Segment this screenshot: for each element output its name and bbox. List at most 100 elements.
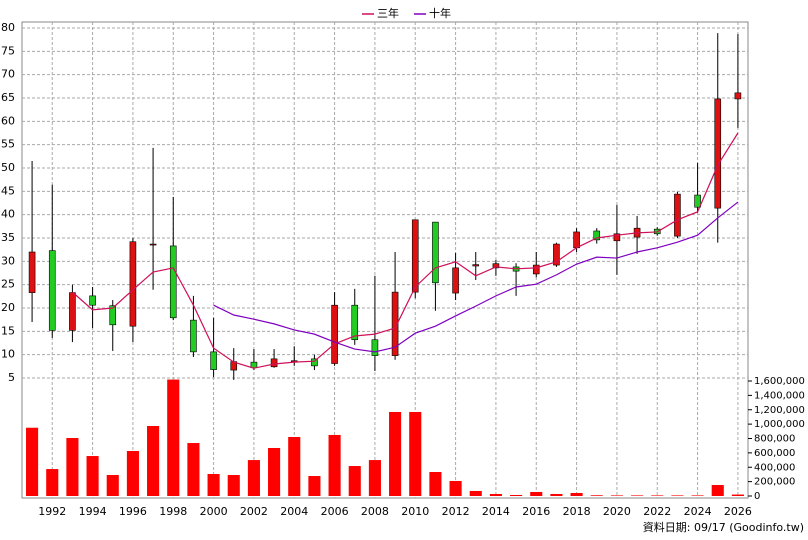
- volume-bar: [187, 443, 200, 496]
- y2-tick-label: 800,000: [754, 434, 795, 445]
- volume-bar: [147, 425, 160, 496]
- volume-bar: [26, 427, 39, 496]
- volume-bar: [328, 434, 341, 496]
- candle-body: [351, 304, 359, 341]
- source-note: 資料日期: 09/17 (Goodinfo.tw): [643, 520, 804, 534]
- candle-body: [553, 243, 560, 266]
- x-tick-label: 2018: [563, 505, 591, 518]
- candle-body: [270, 358, 278, 368]
- volume-bar: [348, 466, 361, 496]
- x-tick-label: 2014: [482, 505, 510, 518]
- candle-body: [190, 319, 197, 353]
- x-tick-label: 2024: [684, 505, 712, 518]
- candle-body: [593, 230, 601, 241]
- candle-body: [149, 243, 157, 246]
- volume-bar: [227, 475, 240, 496]
- candle-body: [694, 194, 701, 208]
- y-tick-label: 45: [1, 184, 15, 197]
- x-tick-label: 1996: [119, 505, 147, 518]
- x-tick-label: 1994: [79, 505, 107, 518]
- x-tick-label: 2012: [442, 505, 470, 518]
- volume-bar: [530, 491, 543, 496]
- y-tick-label: 15: [1, 324, 15, 337]
- y2-tick-label: 1,200,000: [754, 405, 805, 416]
- volume-bar: [126, 451, 139, 496]
- candle-body: [714, 98, 722, 209]
- y-tick-label: 65: [1, 91, 15, 104]
- volume-bar: [86, 456, 99, 496]
- x-tick-label: 2006: [321, 505, 349, 518]
- volume-bar: [247, 460, 260, 496]
- x-tick-label: 2026: [724, 505, 752, 518]
- x-tick-label: 2000: [200, 505, 228, 518]
- volume-bar: [368, 460, 381, 496]
- candle-body: [331, 304, 338, 364]
- candle-body: [734, 92, 742, 100]
- candle-body: [250, 361, 258, 369]
- candle-body: [472, 264, 480, 267]
- y-tick-label: 55: [1, 138, 15, 151]
- volume-bar: [389, 411, 402, 496]
- volume-bar: [651, 495, 664, 496]
- volume-bar: [46, 469, 59, 496]
- volume-bar: [429, 471, 442, 496]
- candle-body: [391, 291, 399, 356]
- candle-body: [532, 264, 540, 275]
- y-tick-label: 80: [1, 21, 15, 34]
- volume-bar: [711, 485, 724, 496]
- x-tick-label: 1998: [159, 505, 187, 518]
- candle-body: [371, 339, 379, 356]
- candle-body: [48, 250, 56, 331]
- y-tick-label: 60: [1, 114, 15, 127]
- legend-label: 十年: [429, 6, 451, 20]
- y2-tick-label: 200,000: [754, 477, 795, 488]
- plot-frame: [21, 21, 749, 499]
- candle-body: [311, 358, 318, 367]
- volume-bar: [167, 379, 180, 496]
- y2-tick-label: 400,000: [754, 462, 795, 473]
- volume-bar: [489, 493, 502, 496]
- candle-body: [411, 219, 419, 293]
- y2-tick-label: 0: [754, 491, 760, 502]
- volume-bar: [590, 495, 603, 496]
- y-tick-label: 50: [1, 161, 15, 174]
- candle-body: [613, 233, 621, 242]
- y-tick-label: 35: [1, 231, 15, 244]
- volume-bar: [66, 437, 79, 496]
- candle-body: [69, 292, 76, 331]
- volume-bar: [550, 493, 563, 496]
- y-tick-label: 40: [1, 208, 15, 221]
- volume-bar: [106, 475, 119, 496]
- candle-body: [109, 305, 117, 326]
- y-tick-label: 25: [1, 278, 15, 291]
- volume-bar: [469, 490, 482, 496]
- x-tick-label: 2016: [522, 505, 550, 518]
- x-tick-label: 2002: [240, 505, 268, 518]
- y2-tick-label: 1,400,000: [754, 390, 805, 401]
- y2-tick-label: 1,000,000: [754, 419, 805, 430]
- candle-body: [129, 241, 137, 327]
- candle-body: [452, 267, 459, 294]
- candle-body: [89, 295, 96, 306]
- y-tick-label: 10: [1, 348, 15, 361]
- x-tick-label: 2004: [280, 505, 308, 518]
- volume-bar: [207, 474, 220, 496]
- legend-label: 三年: [377, 6, 399, 20]
- volume-bar: [691, 495, 704, 496]
- volume-bar: [631, 495, 644, 496]
- volume-bar: [570, 492, 583, 496]
- y2-tick-label: 1,600,000: [754, 376, 805, 387]
- x-tick-label: 2010: [401, 505, 429, 518]
- x-tick-label: 2022: [643, 505, 671, 518]
- volume-bar: [731, 494, 744, 496]
- x-tick-label: 2020: [603, 505, 631, 518]
- volume-bar: [610, 495, 623, 496]
- volume-bar: [409, 411, 422, 496]
- x-tick-label: 2008: [361, 505, 389, 518]
- volume-bar: [449, 480, 462, 496]
- volume-bar: [308, 476, 321, 496]
- candle-body: [674, 193, 681, 237]
- volume-bar: [671, 495, 684, 496]
- y-tick-label: 70: [1, 68, 15, 81]
